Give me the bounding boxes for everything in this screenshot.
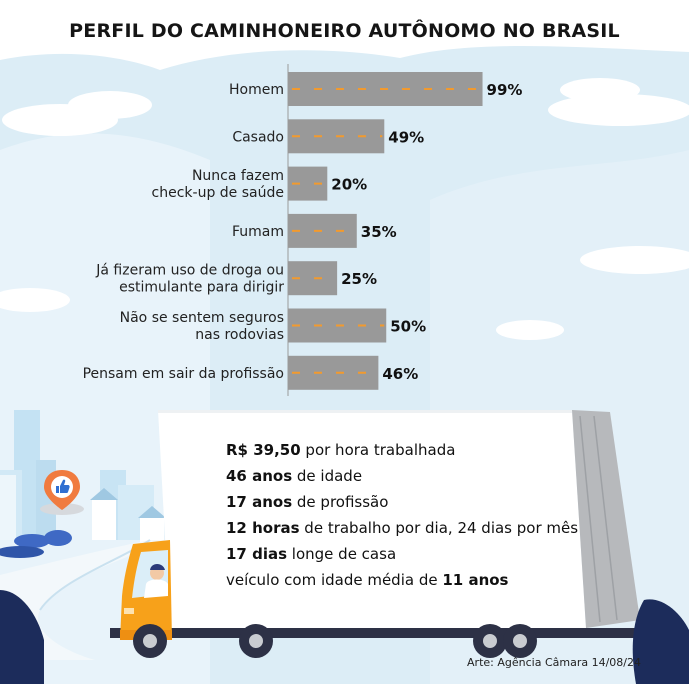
fact-line: 12 horas de trabalho por dia, 24 dias po… <box>226 515 586 541</box>
truck-cab <box>120 540 172 640</box>
fact-highlight: 46 anos <box>226 467 293 485</box>
fact-highlight: 11 anos <box>442 571 509 589</box>
bar-value-label: 20% <box>331 176 367 194</box>
category-label: Homem <box>229 82 284 98</box>
credit-text: Arte: Agência Câmara 14/08/24 <box>467 656 641 669</box>
truck-trailer <box>110 410 650 638</box>
fact-text: por hora trabalhada <box>300 441 456 459</box>
bar-value-label: 49% <box>388 128 424 146</box>
facts-panel: R$ 39,50 por hora trabalhada 46 anos de i… <box>226 437 586 593</box>
fact-line: veículo com idade média de 11 anos <box>226 567 586 593</box>
fact-text: de trabalho por dia, 24 dias por mês <box>299 519 579 537</box>
fact-text: veículo com idade média de <box>226 571 443 589</box>
bar-value-label: 99% <box>487 81 523 99</box>
category-label: Fumam <box>232 224 284 240</box>
category-label: Pensam em sair da profissão <box>83 366 284 382</box>
category-label: Não se sentem seguros <box>120 310 284 326</box>
wheels <box>133 624 537 658</box>
fact-highlight: 17 dias <box>226 545 288 563</box>
fact-line: 46 anos de idade <box>226 463 586 489</box>
fact-line: 17 anos de profissão <box>226 489 586 515</box>
location-pin-icon <box>40 470 84 515</box>
fact-text: de profissão <box>292 493 389 511</box>
category-label: check-up de saúde <box>152 185 284 201</box>
thumbs-up-icon <box>56 479 70 493</box>
category-label: Nunca fazem <box>192 168 284 184</box>
bar-value-label: 46% <box>382 365 418 383</box>
category-label: estimulante para dirigir <box>119 280 284 296</box>
fact-text: de idade <box>292 467 363 485</box>
category-label: Já fizeram uso de droga ou <box>95 263 284 279</box>
fact-line: 17 dias longe de casa <box>226 541 586 567</box>
category-label: nas rodovias <box>195 327 284 343</box>
fact-highlight: R$ 39,50 <box>226 441 301 459</box>
dark-trees <box>0 590 689 684</box>
fact-text: longe de casa <box>287 545 397 563</box>
fact-highlight: 12 horas <box>226 519 300 537</box>
fact-line: R$ 39,50 por hora trabalhada <box>226 437 586 463</box>
fact-highlight: 17 anos <box>226 493 293 511</box>
bar-value-label: 50% <box>390 318 426 336</box>
bar-value-label: 35% <box>361 223 397 241</box>
shrubs <box>0 530 72 558</box>
chart-title: PERFIL DO CAMINHONEIRO AUTÔNOMO NO BRASI… <box>69 20 620 42</box>
road <box>0 540 170 660</box>
bar-value-label: 25% <box>341 270 377 288</box>
category-label: Casado <box>232 129 284 145</box>
clouds <box>0 78 689 340</box>
city-buildings <box>0 410 166 548</box>
